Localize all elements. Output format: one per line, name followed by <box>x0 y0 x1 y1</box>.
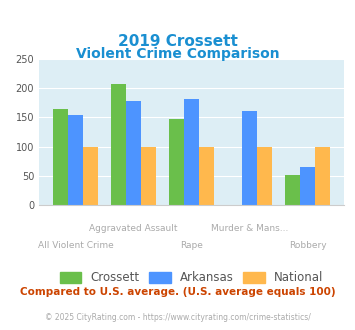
Bar <box>141 147 156 205</box>
Text: Aggravated Assault: Aggravated Assault <box>89 224 178 233</box>
Bar <box>315 147 331 205</box>
Bar <box>257 147 272 205</box>
Text: Rape: Rape <box>180 241 203 250</box>
Text: All Violent Crime: All Violent Crime <box>38 241 114 250</box>
Text: Compared to U.S. average. (U.S. average equals 100): Compared to U.S. average. (U.S. average … <box>20 287 335 297</box>
Text: Murder & Mans...: Murder & Mans... <box>211 224 289 233</box>
Legend: Crossett, Arkansas, National: Crossett, Arkansas, National <box>60 272 323 284</box>
Bar <box>68 115 83 205</box>
Bar <box>83 147 98 205</box>
Bar <box>300 167 315 205</box>
Bar <box>285 175 300 205</box>
Bar <box>199 147 214 205</box>
Bar <box>169 119 184 205</box>
Text: 2019 Crossett: 2019 Crossett <box>118 34 237 49</box>
Bar <box>184 99 199 205</box>
Bar <box>53 109 68 205</box>
Bar <box>242 111 257 205</box>
Bar <box>126 101 141 205</box>
Bar <box>111 84 126 205</box>
Text: Robbery: Robbery <box>289 241 327 250</box>
Text: © 2025 CityRating.com - https://www.cityrating.com/crime-statistics/: © 2025 CityRating.com - https://www.city… <box>45 313 310 322</box>
Text: Violent Crime Comparison: Violent Crime Comparison <box>76 48 279 61</box>
